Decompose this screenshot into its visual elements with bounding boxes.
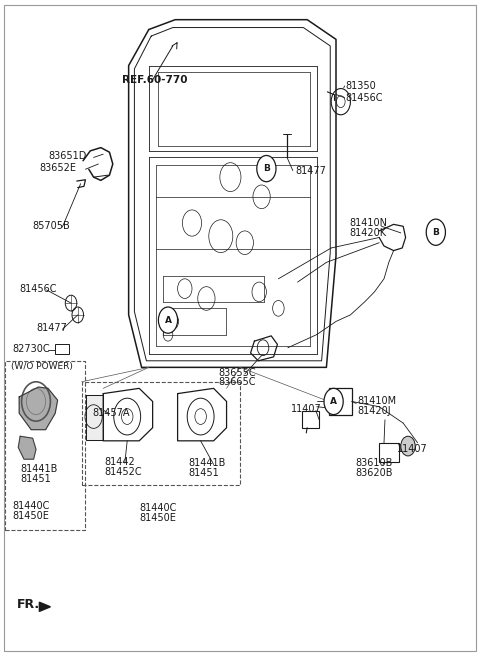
Bar [5,361,85,530]
Circle shape [324,388,343,415]
Bar [55,344,69,354]
Text: 81477: 81477 [295,165,326,176]
Text: 83655C: 83655C [218,367,256,378]
Circle shape [257,155,276,182]
Text: 83665C: 83665C [218,377,256,387]
Polygon shape [39,602,50,611]
Text: 81456C: 81456C [19,283,57,294]
Text: 81477: 81477 [36,323,67,333]
Text: 81456C: 81456C [346,92,383,103]
Bar [82,382,240,485]
Text: 81451: 81451 [20,474,51,484]
Text: B: B [263,164,270,173]
Text: A: A [165,316,171,325]
Polygon shape [86,395,103,440]
Text: REF.60-770: REF.60-770 [122,75,188,85]
Text: 83610B: 83610B [355,458,393,468]
Text: 81420J: 81420J [358,406,391,417]
Text: 11407: 11407 [291,404,322,415]
Text: 81450E: 81450E [139,512,176,523]
Text: 81420K: 81420K [349,228,386,238]
Text: 81441B: 81441B [20,464,58,474]
Text: 82730C: 82730C [12,344,49,354]
Text: B: B [432,228,439,237]
Text: 81441B: 81441B [188,458,226,468]
Text: 81410M: 81410M [358,396,397,407]
Text: FR.: FR. [17,598,40,611]
Text: 83651D: 83651D [48,151,86,161]
Text: 81350: 81350 [346,81,376,91]
Text: 81452C: 81452C [105,466,142,477]
Text: 83652E: 83652E [40,163,77,173]
Text: 81450E: 81450E [12,511,49,522]
Bar [379,443,399,462]
Circle shape [158,307,178,333]
Polygon shape [18,436,36,459]
Text: A: A [330,397,337,406]
Circle shape [426,219,445,245]
Text: 81440C: 81440C [12,501,50,512]
Circle shape [401,436,415,456]
Text: 81451: 81451 [188,468,219,478]
Text: 81440C: 81440C [139,502,177,513]
Text: 81442: 81442 [105,457,135,467]
Bar [302,411,319,428]
Polygon shape [19,387,58,430]
Text: 81457A: 81457A [92,407,130,418]
Text: 83620B: 83620B [355,468,393,478]
Text: (W/O POWER): (W/O POWER) [11,361,72,371]
Text: 11407: 11407 [397,443,428,454]
Text: 85705B: 85705B [32,220,70,231]
Bar [329,388,352,415]
Text: 81410N: 81410N [349,218,387,228]
